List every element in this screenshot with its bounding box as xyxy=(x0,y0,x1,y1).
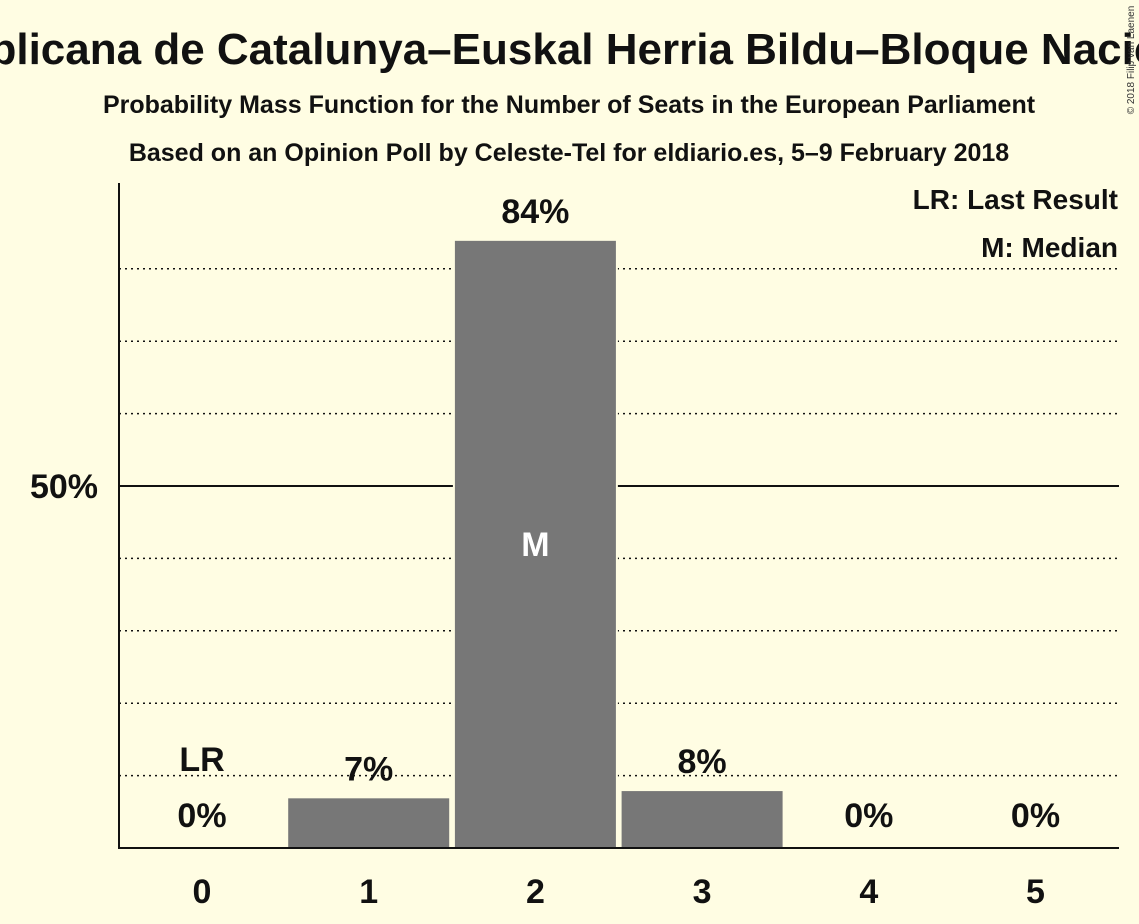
bar-value-label: 0% xyxy=(1011,797,1060,835)
bar xyxy=(286,796,452,850)
bar-value-label: 0% xyxy=(177,797,226,835)
bar-value-label: 0% xyxy=(844,797,893,835)
x-tick-label: 2 xyxy=(526,873,545,911)
chart-source: Based on an Opinion Poll by Celeste-Tel … xyxy=(129,139,1009,167)
legend-median: M: Median xyxy=(981,232,1118,263)
x-tick-label: 3 xyxy=(693,873,712,911)
y-ticks: 50% xyxy=(30,468,98,506)
last-result-marker: LR xyxy=(179,741,224,779)
median-marker: M xyxy=(521,526,549,564)
legend-last-result: LR: Last Result xyxy=(913,184,1118,215)
gridlines xyxy=(119,268,1119,777)
x-tick-label: 0 xyxy=(193,873,212,911)
bar-value-label: 8% xyxy=(678,743,727,781)
bar-labels: 0% 7% 84% 8% 0% 0% LR M xyxy=(177,193,1060,835)
bar xyxy=(619,789,785,850)
x-tick-label: 1 xyxy=(359,873,378,911)
chart-subtitle: Probability Mass Function for the Number… xyxy=(103,91,1036,119)
copyright-notice: © 2018 Filip van Laenen xyxy=(1126,6,1137,115)
y-tick-label: 50% xyxy=(30,468,98,506)
bars xyxy=(286,238,785,850)
bar-value-label: 7% xyxy=(344,750,393,788)
chart-title: Esquerra Republicana de Catalunya–Euskal… xyxy=(0,25,1139,74)
bar-value-label: 84% xyxy=(501,193,569,231)
x-ticks: 0 1 2 3 4 5 xyxy=(193,873,1045,911)
x-tick-label: 4 xyxy=(859,873,878,911)
bar xyxy=(452,238,618,849)
x-tick-label: 5 xyxy=(1026,873,1045,911)
